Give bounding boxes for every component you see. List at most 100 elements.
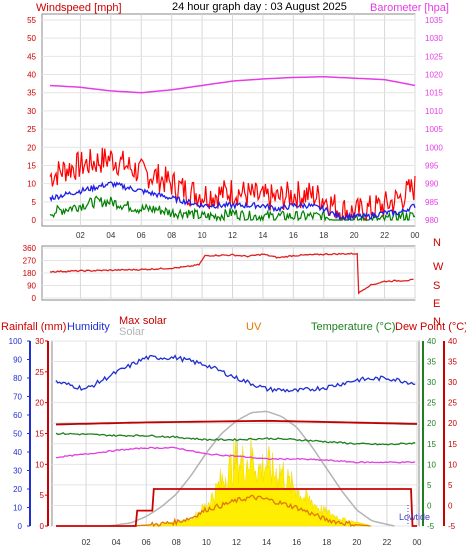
uv-line — [131, 494, 371, 528]
direction-series — [49, 252, 414, 295]
barometer-tick-label: 980 — [425, 216, 439, 225]
solar-time-tick-label: 20 — [352, 538, 361, 547]
windspeed-tick-label: 45 — [27, 52, 36, 61]
dewpoint-legend: Dew Point (°C) — [395, 321, 466, 333]
wind-time-tick-label: 20 — [350, 231, 359, 240]
page-title: 24 hour graph day : 03 August 2025 — [172, 1, 347, 13]
humidity-tick-label: 60 — [13, 411, 22, 420]
temperature-tick-label: 35 — [427, 358, 436, 367]
compass-n-label: N — [433, 237, 441, 249]
rain-tick-label: 5 — [40, 491, 45, 500]
barometer-tick-label: 985 — [425, 198, 439, 207]
solar-legend: Rainfall (mm) Humidity Max solar Solar U… — [1, 315, 466, 338]
wind_avg-line — [49, 181, 416, 222]
dewpoint-tick-label: 0 — [448, 501, 453, 510]
humidity-tick-label: 100 — [9, 337, 23, 346]
barometer-axis-title: Barometer [hpa] — [370, 2, 449, 14]
solar-time-tick-label: 14 — [262, 538, 271, 547]
direction-gridlines — [42, 246, 416, 300]
dewpoint-tick-label: 15 — [448, 440, 457, 449]
direction-tick-label: 0 — [32, 294, 37, 303]
barometer-tick-label: 1025 — [425, 52, 443, 61]
compass-w-label: W — [433, 261, 444, 273]
temperature-tick-label: 30 — [427, 378, 436, 387]
wind-time-tick-label: 04 — [106, 231, 115, 240]
barometer-tick-label: 1030 — [425, 34, 443, 43]
windspeed-axis: 0 5 10 15 20 25 30 35 40 45 50 55 — [27, 16, 36, 225]
temperature-tick-label: 15 — [427, 440, 436, 449]
dewpoint-line — [55, 446, 416, 464]
solar-panel: 0102030405060708090100051015202530-50510… — [9, 337, 458, 547]
wind-time-axis: 02 04 06 08 10 12 14 16 18 20 22 00 — [76, 231, 420, 240]
solar-time-tick-label: 22 — [382, 538, 391, 547]
temperature-legend: Temperature (°C) — [311, 321, 395, 333]
solar-time-tick-label: 10 — [202, 538, 211, 547]
compass-s-label: S — [433, 280, 440, 292]
windspeed-tick-label: 20 — [27, 143, 36, 152]
temperature-tick-label: 0 — [427, 501, 432, 510]
dewpoint-tick-label: 25 — [448, 399, 457, 408]
humidity-tick-label: 0 — [18, 522, 23, 531]
temperature-tick-label: 25 — [427, 399, 436, 408]
direction-tick-label: 90 — [27, 282, 36, 291]
barometer-tick-label: 1015 — [425, 89, 443, 98]
compass-e-label: E — [433, 298, 440, 310]
wind_max-line — [49, 147, 416, 222]
solar-time-tick-label: 18 — [322, 538, 331, 547]
wind-time-tick-label: 10 — [198, 231, 207, 240]
temperature-tick-label: 5 — [427, 481, 432, 490]
max-solar-curve — [108, 410, 395, 527]
windspeed-tick-label: 10 — [27, 180, 36, 189]
solar-time-tick-label: 06 — [142, 538, 151, 547]
max-solar-line — [55, 419, 418, 426]
solar-time-tick-label: 08 — [172, 538, 181, 547]
rainfall-line — [56, 488, 417, 527]
solar-time-tick-label: 12 — [232, 538, 241, 547]
wind-time-tick-label: 22 — [380, 231, 389, 240]
lowtide-label: Lowtide — [399, 512, 430, 522]
compass-n-label: N — [433, 316, 441, 328]
rain-tick-label: 15 — [35, 430, 44, 439]
solar-time-tick-label: 02 — [82, 538, 91, 547]
windspeed-tick-label: 50 — [27, 34, 36, 43]
direction-tick-label: 360 — [23, 244, 37, 253]
humidity-tick-label: 40 — [13, 448, 22, 457]
wind-time-tick-label: 02 — [76, 231, 85, 240]
temperature-tick-label: 40 — [427, 337, 436, 346]
solar-series — [55, 354, 418, 528]
humidity-tick-label: 10 — [13, 504, 22, 513]
solar-legend-label: Solar — [119, 326, 145, 338]
temperature-tick-label: 20 — [427, 419, 436, 428]
barometer-tick-label: 1005 — [425, 125, 443, 134]
solar-axes: 0102030405060708090100051015202530-50510… — [9, 337, 458, 531]
direction-tick-label: 180 — [23, 269, 37, 278]
windspeed-axis-title: Windspeed [mph] — [36, 2, 122, 14]
wind-plot-area — [41, 13, 416, 227]
windspeed-tick-label: 55 — [27, 16, 36, 25]
wind-series — [49, 75, 416, 223]
rain-tick-label: 30 — [35, 337, 44, 346]
solar-time-axis: 02 04 06 08 10 12 14 16 18 20 22 00 — [82, 538, 422, 547]
windspeed-tick-label: 30 — [27, 107, 36, 116]
direction-tick-label: 270 — [23, 257, 37, 266]
dewpoint-tick-label: 30 — [448, 378, 457, 387]
windspeed-tick-label: 5 — [32, 198, 37, 207]
wind-time-tick-label: 00 — [411, 231, 420, 240]
solar-time-tick-label: 00 — [413, 538, 422, 547]
max-solar-legend: Max solar — [119, 315, 167, 327]
temperature-line — [55, 432, 416, 446]
rain-tick-label: 0 — [40, 522, 45, 531]
wind_min-line — [49, 195, 416, 223]
barometer-tick-label: 995 — [425, 161, 439, 170]
humidity-line — [55, 354, 416, 393]
humidity-tick-label: 30 — [13, 467, 22, 476]
dewpoint-tick-label: 5 — [448, 481, 453, 490]
rain-tick-label: 25 — [35, 368, 44, 377]
barometer-tick-label: 1020 — [425, 71, 443, 80]
windspeed-tick-label: 40 — [27, 71, 36, 80]
wind-time-tick-label: 14 — [258, 231, 267, 240]
barometer-tick-label: 1010 — [425, 107, 443, 116]
solar-time-tick-label: 04 — [112, 538, 121, 547]
